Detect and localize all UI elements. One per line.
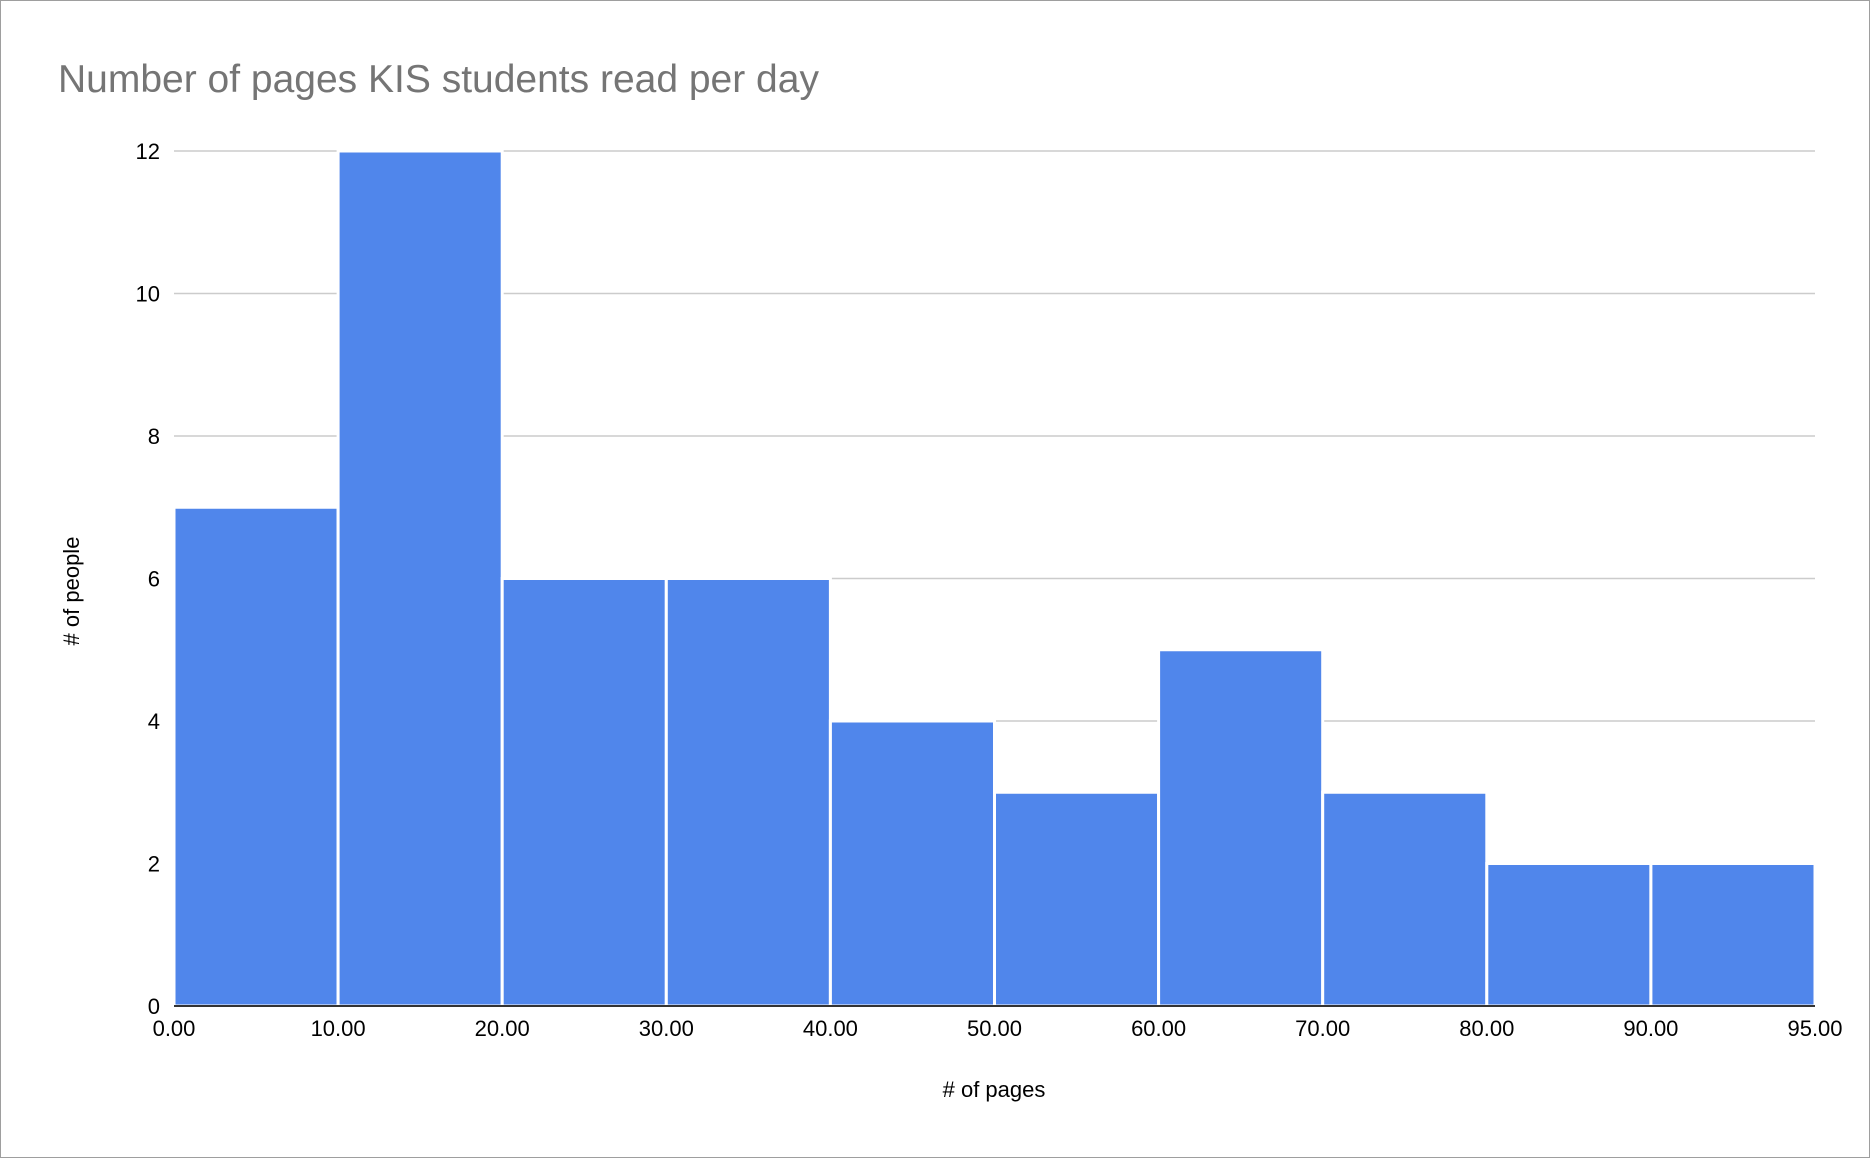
bar-70-80: [1321, 790, 1489, 1008]
y-tick-label-12: 12: [136, 139, 160, 164]
bar-20-30: [500, 577, 668, 1008]
bar-90-95: [1649, 862, 1817, 1008]
x-tick-label-0.00: 0.00: [153, 1016, 196, 1041]
bar-80-90: [1485, 862, 1653, 1008]
x-axis-title: # of pages: [943, 1077, 1046, 1102]
x-tick-label-60.00: 60.00: [1131, 1016, 1186, 1041]
bar-60-70: [1157, 648, 1325, 1008]
bar-0-10: [172, 505, 340, 1008]
bar-30-40: [664, 577, 832, 1008]
bar-40-50: [828, 719, 997, 1008]
x-tick-label-20.00: 20.00: [475, 1016, 530, 1041]
x-tick-label-90.00: 90.00: [1623, 1016, 1678, 1041]
x-tick-label-50.00: 50.00: [967, 1016, 1022, 1041]
bar-50-60: [993, 790, 1161, 1008]
y-tick-labels: 0 2 4 6 8 10 12: [136, 139, 160, 1019]
x-tick-labels: 0.00 10.00 20.00 30.00 40.00 50.00 60.00 70.00 8…: [153, 1016, 1843, 1041]
x-tick-label-70.00: 70.00: [1295, 1016, 1350, 1041]
y-axis-title: # of people: [59, 537, 84, 646]
y-tick-label-8: 8: [148, 424, 160, 449]
x-tick-label-95.00: 95.00: [1787, 1016, 1842, 1041]
bars: [172, 149, 1817, 1008]
y-tick-label-4: 4: [148, 709, 160, 734]
bar-10-20: [336, 149, 504, 1008]
y-tick-label-10: 10: [136, 282, 160, 307]
x-tick-label-40.00: 40.00: [803, 1016, 858, 1041]
y-tick-label-2: 2: [148, 852, 160, 877]
chart-title: Number of pages KIS students read per da…: [58, 58, 819, 101]
y-tick-label-6: 6: [148, 567, 160, 592]
y-tick-label-0: 0: [148, 994, 160, 1019]
x-tick-label-80.00: 80.00: [1459, 1016, 1514, 1041]
x-tick-label-10.00: 10.00: [311, 1016, 366, 1041]
x-tick-label-30.00: 30.00: [639, 1016, 694, 1041]
